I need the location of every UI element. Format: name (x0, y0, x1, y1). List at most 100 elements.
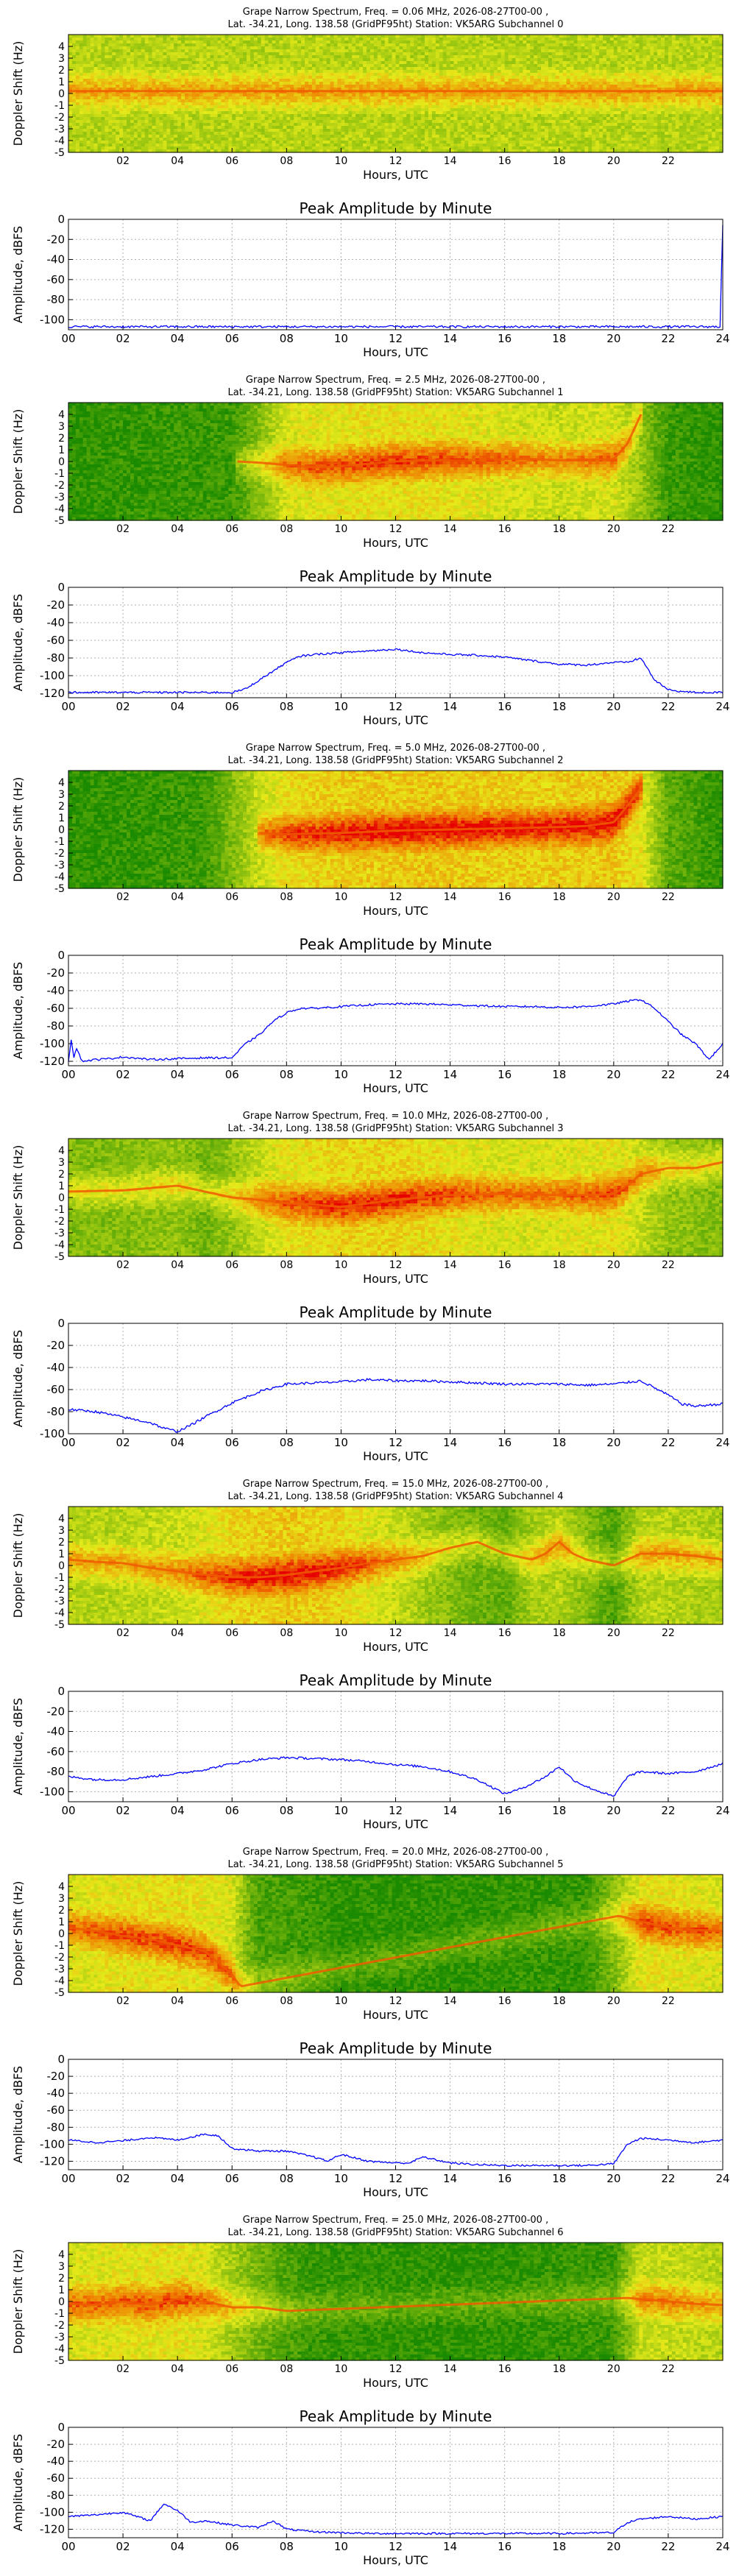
spectrogram-cell (181, 43, 185, 47)
spectrogram-cell (166, 99, 171, 103)
spectrogram-cell (428, 55, 433, 59)
spectrogram-cell (319, 67, 324, 71)
spectrogram-cell (210, 64, 215, 68)
spectrogram-cell (163, 96, 167, 100)
spectrogram-cell (388, 99, 393, 103)
spectrogram-cell (185, 138, 189, 141)
spectrogram-cell (403, 58, 407, 62)
spectrogram-cell (268, 49, 273, 53)
spectrogram-cell (333, 46, 339, 50)
spectrogram-cell (181, 64, 185, 68)
spectrogram-cell (166, 70, 171, 74)
spectrogram-cell (177, 93, 182, 97)
spectrogram-cell (348, 105, 353, 109)
spectrogram-cell (152, 79, 157, 82)
spectrogram-cell (228, 55, 233, 59)
spectrogram-cell (159, 105, 164, 109)
spectrogram-cell (272, 105, 277, 109)
spectrogram-cell (359, 102, 364, 106)
spectrogram-cell (515, 141, 520, 144)
spectrogram-cell (116, 129, 120, 132)
spectrogram-cell (406, 114, 411, 118)
spectrogram-cell (483, 85, 487, 88)
spectrogram-cell (286, 126, 291, 130)
spectrogram-cell (322, 82, 328, 85)
spectrogram-cell (272, 96, 277, 100)
spectrogram-cell (515, 117, 520, 121)
spectrogram-cell (428, 82, 433, 85)
spectrogram-cell (508, 129, 513, 132)
spectrogram-cell (373, 138, 378, 141)
spectrogram-cell (337, 96, 342, 100)
spectrogram-cell (337, 105, 342, 109)
spectrogram-cell (450, 126, 455, 130)
spectrogram-cell (250, 120, 255, 124)
spectrogram-cell (181, 35, 185, 38)
spectrogram-cell (228, 117, 233, 121)
spectrogram-cell (159, 123, 164, 127)
spectrogram-cell (421, 38, 425, 41)
spectrogram-cell (253, 126, 258, 130)
spectrogram-cell (479, 64, 484, 68)
spectrogram-cell (236, 52, 240, 56)
spectrogram-cell (428, 38, 433, 41)
spectrogram-cell (486, 108, 491, 112)
spectrogram-cell (308, 146, 313, 150)
spectrogram-cell (457, 43, 461, 47)
spectrogram-cell (472, 55, 476, 59)
spectrogram-cell (155, 105, 160, 109)
spectrogram-cell (101, 40, 105, 44)
spectrogram-cell (326, 38, 331, 41)
spectrogram-cell (228, 108, 233, 112)
spectrogram-cell (177, 146, 182, 150)
spectrogram-cell (330, 135, 335, 138)
spectrogram-cell (163, 129, 167, 132)
spectrogram-cell (472, 123, 476, 127)
spectrogram-cell (236, 120, 240, 124)
spectrogram-cell (123, 108, 127, 112)
spectrogram-cell (170, 120, 174, 124)
spectrogram-cell (210, 52, 215, 56)
spectrogram-cell (337, 70, 342, 74)
spectrogram-cell (170, 76, 174, 79)
spectrogram-cell (483, 123, 487, 127)
spectrogram-cell (137, 58, 142, 62)
spectrogram-cell (301, 120, 305, 124)
spectrogram-cell (79, 135, 84, 138)
spectrogram-cell (512, 93, 517, 97)
spectrogram-cell (315, 55, 320, 59)
spectrogram-cell (330, 102, 335, 106)
spectrogram-cell (181, 114, 185, 118)
spectrogram-cell (261, 111, 266, 115)
spectrogram-cell (489, 67, 495, 71)
spectrogram-cell (101, 52, 105, 56)
spectrogram-cell (112, 76, 116, 79)
spectrogram-cell (352, 132, 356, 135)
spectrogram-cell (221, 117, 225, 121)
spectrogram-cell (159, 55, 164, 59)
spectrogram-cell (326, 35, 331, 38)
spectrogram-cell (97, 144, 102, 147)
spectrogram-cell (341, 38, 345, 41)
spectrogram-cell (264, 111, 269, 115)
spectrogram-cell (330, 129, 335, 132)
spectrogram-cell (414, 129, 418, 132)
spectrogram-cell (414, 61, 418, 65)
spectrogram-cell (315, 93, 320, 97)
spectrogram-cell (406, 132, 411, 135)
spectrogram-cell (105, 58, 109, 62)
spectrogram-cell (388, 82, 393, 85)
spectrogram-cell (155, 111, 160, 115)
spectrogram-cell (366, 99, 371, 103)
spectrogram-cell (359, 144, 364, 147)
spectrogram-cell (286, 64, 291, 68)
spectrogram-cell (355, 35, 360, 38)
spectrogram-cell (93, 38, 99, 41)
spectrogram-cell (388, 76, 393, 79)
spectrogram-cell (341, 85, 345, 88)
spectrogram-cell (257, 61, 262, 65)
spectrogram-cell (308, 49, 313, 53)
spectrogram-cell (247, 144, 251, 147)
spectrogram-cell (373, 85, 378, 88)
spectrogram-cell (446, 123, 451, 127)
